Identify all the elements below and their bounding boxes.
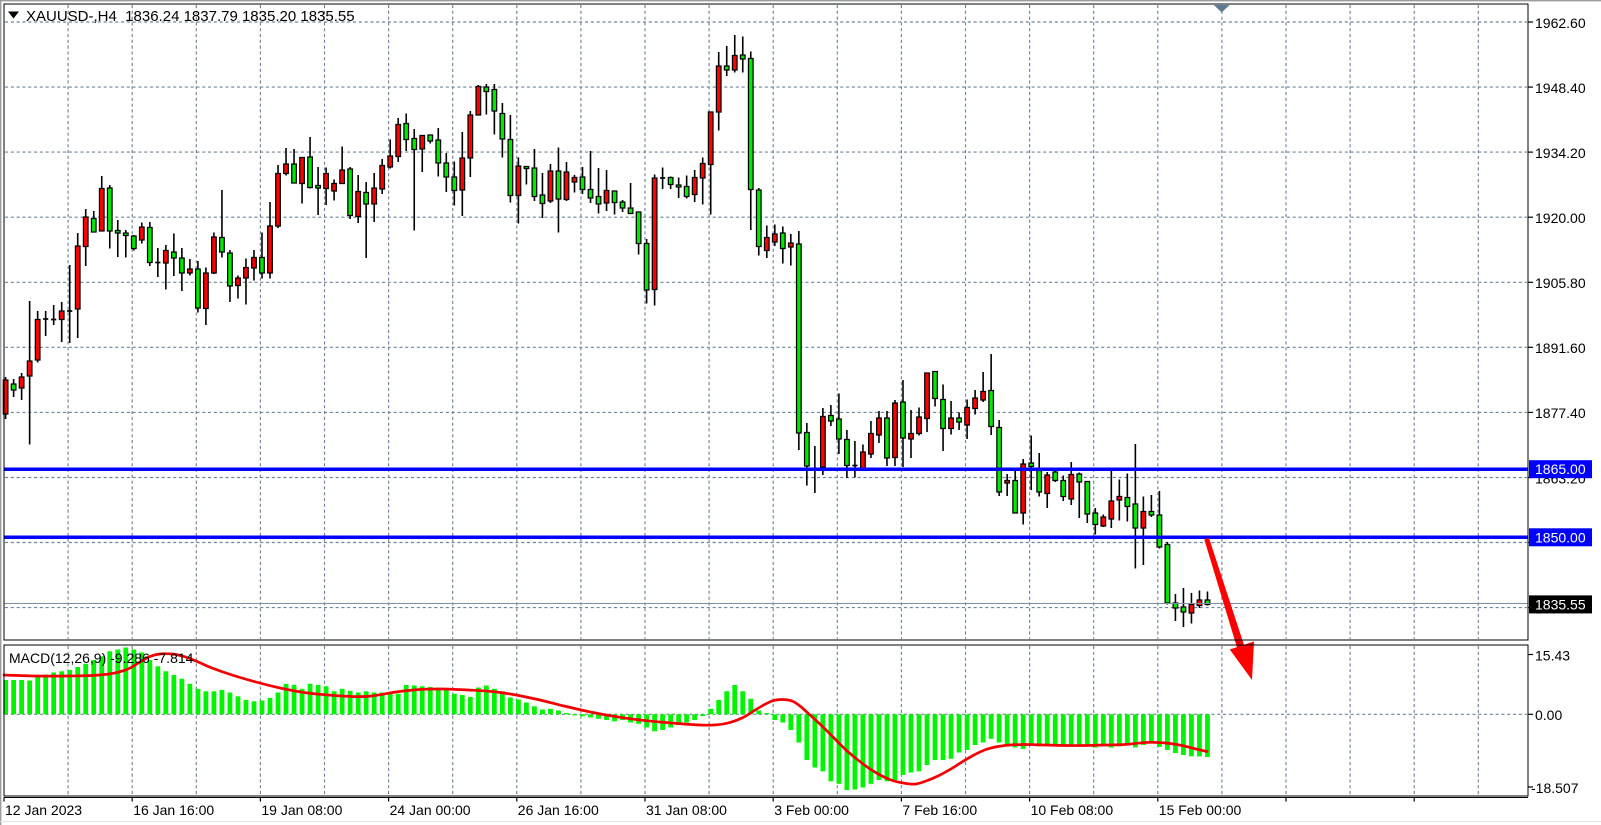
svg-text:7 Feb 16:00: 7 Feb 16:00 xyxy=(902,802,977,818)
svg-text:15 Feb 00:00: 15 Feb 00:00 xyxy=(1159,802,1242,818)
svg-text:1877.40: 1877.40 xyxy=(1535,405,1586,421)
svg-text:1905.80: 1905.80 xyxy=(1535,275,1586,291)
svg-text:XAUUSD-,H4 1836.24 1837.79 18: XAUUSD-,H4 1836.24 1837.79 1835.20 1835.… xyxy=(26,8,355,25)
svg-text:12 Jan 2023: 12 Jan 2023 xyxy=(5,802,82,818)
svg-text:1835.55: 1835.55 xyxy=(1535,596,1586,612)
svg-text:0.00: 0.00 xyxy=(1535,707,1562,723)
svg-text:19 Jan 08:00: 19 Jan 08:00 xyxy=(261,802,342,818)
svg-text:1850.00: 1850.00 xyxy=(1535,529,1586,545)
svg-text:16 Jan 16:00: 16 Jan 16:00 xyxy=(133,802,214,818)
svg-text:1865.00: 1865.00 xyxy=(1535,461,1586,477)
svg-text:31 Jan 08:00: 31 Jan 08:00 xyxy=(646,802,727,818)
svg-text:1891.60: 1891.60 xyxy=(1535,340,1586,356)
svg-text:10 Feb 08:00: 10 Feb 08:00 xyxy=(1031,802,1114,818)
svg-text:3 Feb 00:00: 3 Feb 00:00 xyxy=(774,802,849,818)
svg-text:24 Jan 00:00: 24 Jan 00:00 xyxy=(390,802,471,818)
svg-text:26 Jan 16:00: 26 Jan 16:00 xyxy=(518,802,599,818)
svg-text:MACD(12,26,9) -9.286 -7.814: MACD(12,26,9) -9.286 -7.814 xyxy=(9,650,194,666)
svg-text:-18.507: -18.507 xyxy=(1531,780,1579,796)
svg-text:1962.60: 1962.60 xyxy=(1535,15,1586,31)
svg-text:1934.20: 1934.20 xyxy=(1535,145,1586,161)
svg-text:1948.40: 1948.40 xyxy=(1535,80,1586,96)
svg-text:15.43: 15.43 xyxy=(1535,647,1570,663)
svg-text:1920.00: 1920.00 xyxy=(1535,210,1586,226)
